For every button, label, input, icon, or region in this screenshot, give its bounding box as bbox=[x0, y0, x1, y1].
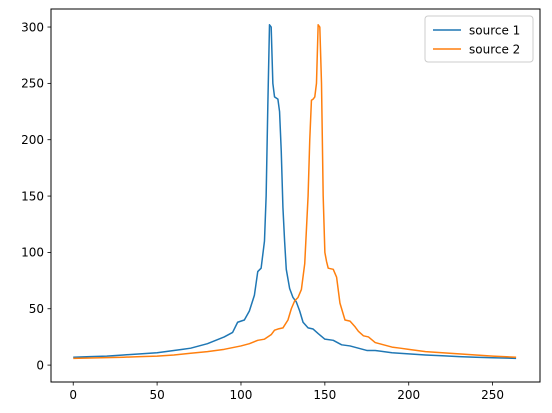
y-tick-label: 0 bbox=[36, 358, 44, 372]
x-tick-label: 50 bbox=[149, 388, 164, 402]
y-tick-label: 250 bbox=[21, 77, 44, 91]
legend-box bbox=[424, 15, 534, 63]
x-tick-label: 100 bbox=[230, 388, 253, 402]
plot-area-frame bbox=[50, 8, 541, 383]
x-tick-label: 250 bbox=[481, 388, 504, 402]
series-line-1 bbox=[73, 24, 517, 360]
x-tick-label: 150 bbox=[313, 388, 336, 402]
legend-label-2: source 2 bbox=[469, 42, 520, 56]
y-tick-label: 300 bbox=[21, 20, 44, 34]
y-tick-label: 50 bbox=[29, 302, 44, 316]
y-tick-label: 150 bbox=[21, 189, 44, 203]
y-tick-label: 100 bbox=[21, 246, 44, 260]
legend-label-1: source 1 bbox=[469, 23, 520, 37]
series-line-2 bbox=[73, 24, 517, 360]
x-axis: 0 50 100 150 200 250 bbox=[69, 382, 504, 402]
y-axis: 0 50 100 150 200 250 300 bbox=[21, 20, 51, 372]
x-tick-label: 0 bbox=[69, 388, 77, 402]
y-tick-label: 200 bbox=[21, 133, 44, 147]
legend: source 1 source 2 bbox=[424, 15, 534, 63]
x-tick-label: 200 bbox=[397, 388, 420, 402]
series-lines bbox=[73, 24, 517, 360]
